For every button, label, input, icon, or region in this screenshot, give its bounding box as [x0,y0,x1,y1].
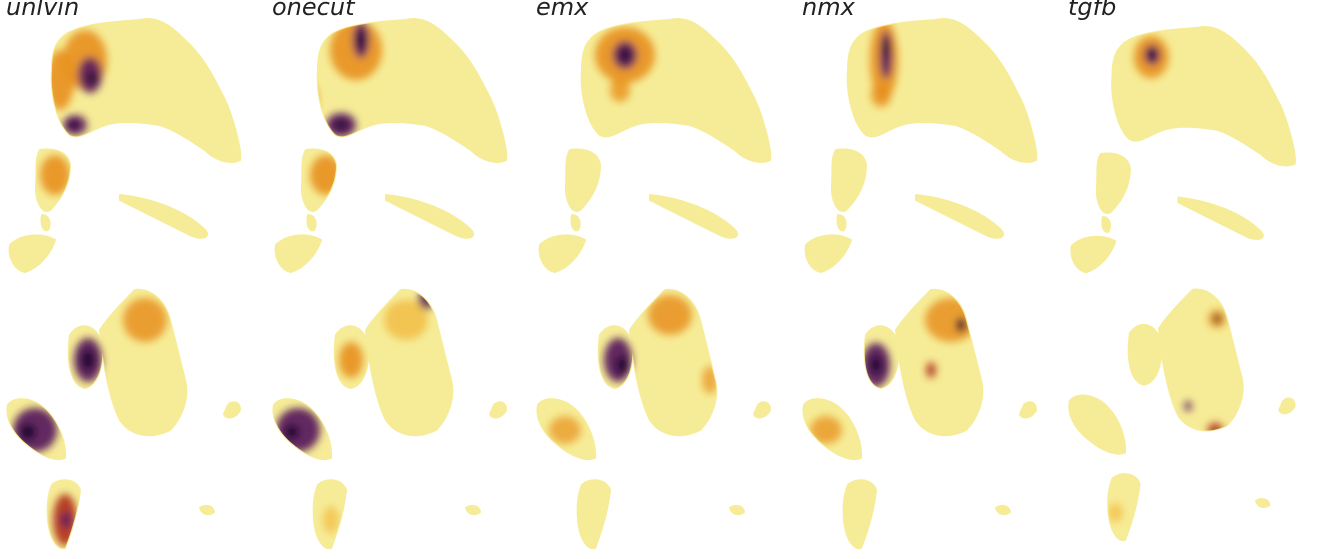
cell-cluster [40,214,51,232]
cell-cluster [576,479,611,550]
cell-cluster [1254,498,1271,508]
expression-hotspot [384,300,428,340]
expression-hotspot [335,120,347,130]
expression-hotspot [357,32,365,48]
embedding-plot [536,18,772,550]
cell-cluster [1095,152,1131,214]
cell-cluster [1177,196,1264,240]
cell-cluster [915,194,1005,239]
cell-cluster [1101,215,1112,233]
cell-cluster [223,401,241,419]
cell-cluster [649,194,739,239]
expression-hotspots [1107,35,1227,523]
expression-hotspot [20,424,36,440]
cell-cluster [306,214,317,232]
cell-cluster [995,504,1011,516]
cell-cluster [385,194,475,239]
cell-cluster [804,234,852,273]
expression-hotspot [883,38,889,58]
expression-hotspot [926,362,936,378]
expression-hotspot [1184,401,1192,411]
cell-cluster [836,214,847,232]
embedding-plot [272,18,508,550]
expression-hotspot [1207,309,1227,329]
expression-hotspot [323,506,339,534]
expression-hotspot [310,155,342,195]
cell-cluster [729,504,745,516]
gene-label: emx [536,0,589,21]
cell-cluster [1158,288,1244,432]
cell-cluster [1070,235,1117,274]
gene-label: tgfb [1068,0,1117,21]
cell-cluster [199,504,215,516]
cell-cluster [1068,394,1127,455]
expression-hotspot [610,78,630,102]
expression-hotspot [61,512,71,528]
expression-hotspot [87,72,97,84]
expression-hotspot [46,50,74,110]
cell-cluster [570,214,581,232]
panel-nmx: nmx [796,0,1060,559]
expression-hotspot [810,416,842,444]
cell-cluster [489,401,507,419]
expression-hotspot [925,298,977,342]
cell-cluster [465,504,481,516]
expression-hotspot [871,83,891,107]
expression-hotspot [648,295,692,335]
cell-cluster [274,234,322,273]
expression-hotspot [81,350,95,370]
expression-hotspot [616,356,628,374]
embedding-plot [1068,25,1296,542]
cell-cluster [1127,323,1163,386]
expression-hotspot [69,121,79,129]
expression-hotspot [40,155,70,195]
expression-hotspot [294,80,318,120]
cell-cluster [8,234,56,273]
panel-tgfb: tgfb [1062,0,1318,559]
panel-unlvin: unlvin [0,0,264,559]
expression-hotspot [1107,503,1124,523]
panel-onecut: onecut [266,0,530,559]
cell-cluster [830,148,867,212]
cell-cluster [753,401,771,419]
cell-cluster [119,194,209,239]
gene-label: nmx [802,0,855,21]
gene-label: unlvin [6,0,80,21]
expression-hotspot [1148,50,1157,60]
cell-cluster [564,148,601,212]
gene-label: onecut [272,0,355,21]
embedding-plot [802,18,1038,550]
cell-cluster [538,234,586,273]
expression-hotspot [549,416,581,444]
expression-hotspots [810,20,977,444]
expression-hotspot [339,342,363,378]
panel-emx: emx [530,0,794,559]
expression-hotspot [956,318,966,332]
cell-cluster [1278,397,1296,415]
expression-hotspot [620,49,630,61]
embedding-plot [6,18,242,550]
cell-cluster [842,479,877,550]
expression-hotspot [285,425,299,439]
cell-cluster [1019,401,1037,419]
expression-hotspot [870,356,882,374]
expression-hotspot [123,298,167,342]
cell-cluster [1107,473,1141,542]
